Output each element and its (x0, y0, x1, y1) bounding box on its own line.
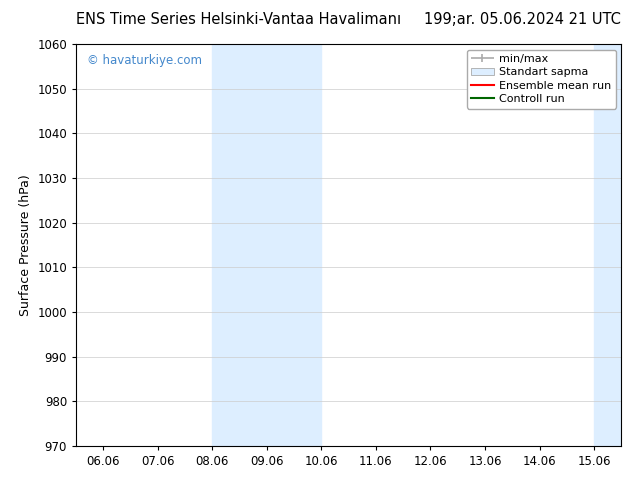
Text: 199;ar. 05.06.2024 21 UTC: 199;ar. 05.06.2024 21 UTC (424, 12, 621, 27)
Bar (212, 44, 321, 446)
Bar (594, 44, 621, 446)
Y-axis label: Surface Pressure (hPa): Surface Pressure (hPa) (19, 174, 32, 316)
Text: © havaturkiye.com: © havaturkiye.com (87, 54, 202, 67)
Text: ENS Time Series Helsinki-Vantaa Havalimanı: ENS Time Series Helsinki-Vantaa Havalima… (76, 12, 401, 27)
Legend: min/max, Standart sapma, Ensemble mean run, Controll run: min/max, Standart sapma, Ensemble mean r… (467, 49, 616, 109)
